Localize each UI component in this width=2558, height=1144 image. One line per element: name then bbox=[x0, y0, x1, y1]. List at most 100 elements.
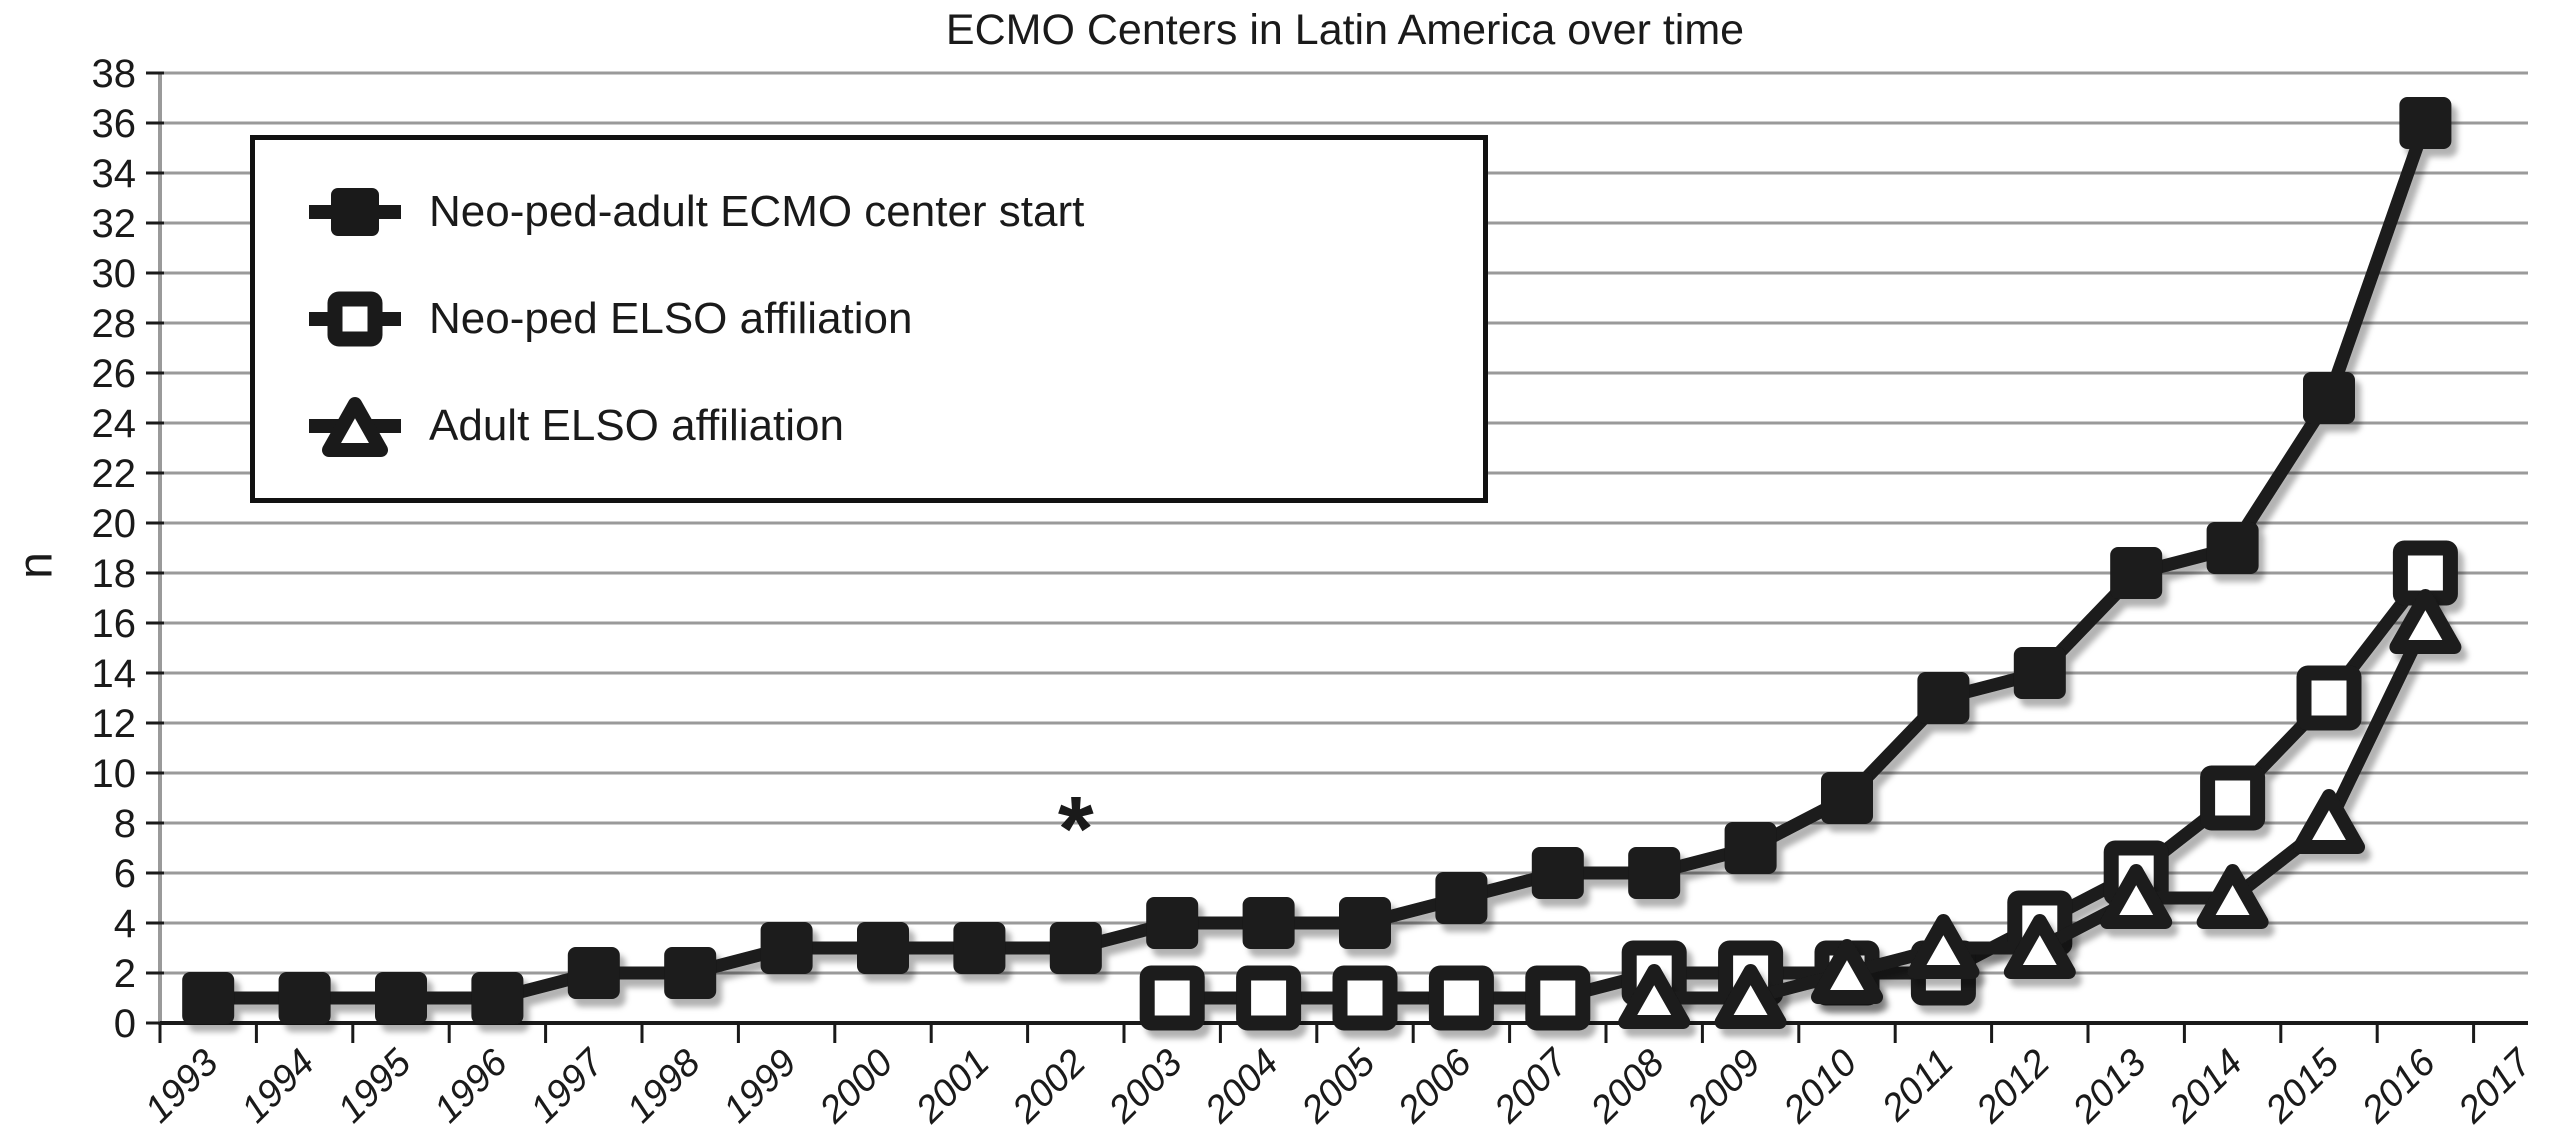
y-tick-label-22: 22 bbox=[92, 452, 137, 496]
x-tick-label-1994: 1994 bbox=[233, 1042, 322, 1131]
data-point-filled-square bbox=[1917, 672, 1970, 724]
x-tick-label-1996: 1996 bbox=[426, 1041, 516, 1131]
chart-title: ECMO Centers in Latin America over time bbox=[945, 6, 1745, 54]
x-tick-label-2006: 2006 bbox=[1390, 1041, 1481, 1132]
y-tick-label-24: 24 bbox=[92, 402, 137, 446]
x-tick-label-2003: 2003 bbox=[1100, 1042, 1190, 1132]
data-point-open-square bbox=[1525, 965, 1591, 1031]
y-tick-label-12: 12 bbox=[92, 702, 137, 746]
y-tick-label-4: 4 bbox=[114, 902, 136, 946]
data-point-filled-square bbox=[567, 947, 620, 999]
x-tick-label-2009: 2009 bbox=[1679, 1042, 1769, 1132]
data-point-filled-square bbox=[2110, 547, 2163, 599]
data-point-filled-square bbox=[953, 922, 1006, 974]
annotation-asterisk: * bbox=[1058, 779, 1094, 881]
y-tick-label-10: 10 bbox=[92, 752, 137, 796]
legend-item-adult-elso: Adult ELSO affiliation bbox=[307, 390, 1463, 462]
data-point-open-triangle bbox=[2293, 789, 2365, 854]
x-tick-label-2004: 2004 bbox=[1197, 1042, 1287, 1132]
data-point-filled-square bbox=[1628, 847, 1681, 899]
data-point-filled-square bbox=[2303, 372, 2355, 424]
data-point-filled-square bbox=[1435, 872, 1488, 924]
data-point-filled-square bbox=[1339, 897, 1391, 949]
legend-label-neo-ped-elso: Neo-ped ELSO affiliation bbox=[429, 293, 913, 343]
x-tick-label-2012: 2012 bbox=[1968, 1042, 2058, 1132]
data-point-filled-square bbox=[182, 972, 235, 1024]
x-axis-labels: 1993 1994 1995 1996 1997 1998 1999 2000 2001 2002… bbox=[137, 1040, 2541, 1132]
x-tick-label-1999: 1999 bbox=[715, 1042, 804, 1131]
data-point-filled-square bbox=[664, 947, 717, 999]
x-tick-label-2008: 2008 bbox=[1582, 1042, 1672, 1132]
y-tick-label-2: 2 bbox=[114, 952, 136, 996]
x-tick-label-2002: 2002 bbox=[1004, 1042, 1094, 1132]
open-square-marker-icon bbox=[309, 291, 401, 347]
x-tick-label-2016: 2016 bbox=[2354, 1041, 2445, 1132]
legend-label-neo-ped-adult: Neo-ped-adult ECMO center start bbox=[429, 186, 1085, 236]
y-tick-label-0: 0 bbox=[114, 1002, 136, 1046]
x-tick-label-2015: 2015 bbox=[2257, 1041, 2348, 1132]
y-tick-label-36: 36 bbox=[92, 102, 137, 146]
y-tick-label-32: 32 bbox=[92, 202, 137, 246]
x-tick-label-2010: 2010 bbox=[1775, 1042, 1865, 1132]
y-tick-label-34: 34 bbox=[92, 152, 137, 196]
x-tick-label-1995: 1995 bbox=[330, 1041, 420, 1131]
y-tick-label-18: 18 bbox=[92, 552, 137, 596]
data-point-open-square bbox=[1236, 965, 1302, 1031]
y-tick-label-38: 38 bbox=[92, 52, 137, 96]
data-point-filled-square bbox=[375, 972, 427, 1024]
data-point-filled-square bbox=[2013, 647, 2066, 699]
data-point-filled-square bbox=[1242, 897, 1295, 949]
data-point-open-triangle bbox=[1714, 964, 1787, 1029]
data-point-filled-square bbox=[471, 972, 524, 1024]
data-point-open-triangle bbox=[2003, 914, 2076, 979]
x-tick-label-1998: 1998 bbox=[619, 1042, 708, 1131]
series-neo-ped-adult-ecmo-center-start bbox=[182, 97, 2452, 1024]
data-point-open-square bbox=[2200, 765, 2266, 831]
data-point-open-triangle bbox=[1618, 964, 1691, 1029]
legend-box: Neo-ped-adult ECMO center start Neo-ped … bbox=[250, 135, 1488, 503]
data-point-filled-square bbox=[1049, 922, 1102, 974]
data-point-open-square bbox=[1428, 965, 1494, 1031]
series-neo-ped-elso-affiliation bbox=[1139, 540, 2458, 1031]
legend-label-adult-elso: Adult ELSO affiliation bbox=[429, 401, 844, 451]
data-point-filled-square bbox=[2206, 522, 2259, 574]
data-point-filled-square bbox=[857, 922, 909, 974]
y-tick-label-16: 16 bbox=[92, 602, 137, 646]
x-tick-label-2011: 2011 bbox=[1874, 1042, 1962, 1130]
data-point-open-triangle bbox=[1907, 914, 1980, 979]
x-tick-label-1993: 1993 bbox=[137, 1042, 226, 1131]
y-tick-label-30: 30 bbox=[92, 252, 137, 296]
x-tick-label-2007: 2007 bbox=[1486, 1040, 1578, 1132]
data-point-filled-square bbox=[278, 972, 331, 1024]
filled-square-marker-icon bbox=[309, 187, 401, 236]
y-tick-label-6: 6 bbox=[114, 852, 136, 896]
y-tick-label-20: 20 bbox=[92, 502, 137, 546]
open-triangle-marker-icon bbox=[309, 397, 401, 458]
data-point-filled-square bbox=[1821, 772, 1873, 824]
data-point-open-triangle bbox=[1811, 939, 1883, 1004]
data-point-filled-square bbox=[1531, 847, 1584, 899]
data-point-open-triangle bbox=[2196, 864, 2269, 929]
x-tick-label-2000: 2000 bbox=[811, 1042, 901, 1132]
data-point-filled-square bbox=[1724, 822, 1777, 874]
data-point-open-triangle bbox=[2100, 864, 2173, 929]
y-tick-label-14: 14 bbox=[92, 652, 137, 696]
x-axis-ticks bbox=[158, 1023, 2476, 1043]
x-tick-label-1997: 1997 bbox=[523, 1040, 614, 1131]
data-point-open-square bbox=[1139, 965, 1205, 1031]
data-point-filled-square bbox=[2399, 97, 2452, 149]
series-adult-elso-affiliation bbox=[1618, 589, 2462, 1029]
y-tick-label-8: 8 bbox=[114, 802, 136, 846]
x-tick-label-2013: 2013 bbox=[2064, 1042, 2154, 1132]
y-tick-label-26: 26 bbox=[92, 352, 137, 396]
x-tick-label-2014: 2014 bbox=[2161, 1042, 2251, 1132]
x-tick-label-2001: 2001 bbox=[908, 1042, 998, 1132]
legend-item-neo-ped-elso: Neo-ped ELSO affiliation bbox=[307, 283, 1463, 355]
legend-item-neo-ped-adult: Neo-ped-adult ECMO center start bbox=[307, 176, 1463, 248]
x-tick-label-2005: 2005 bbox=[1293, 1041, 1384, 1132]
x-tick-label-2017: 2017 bbox=[2450, 1040, 2542, 1132]
data-point-open-triangle bbox=[2389, 589, 2462, 654]
